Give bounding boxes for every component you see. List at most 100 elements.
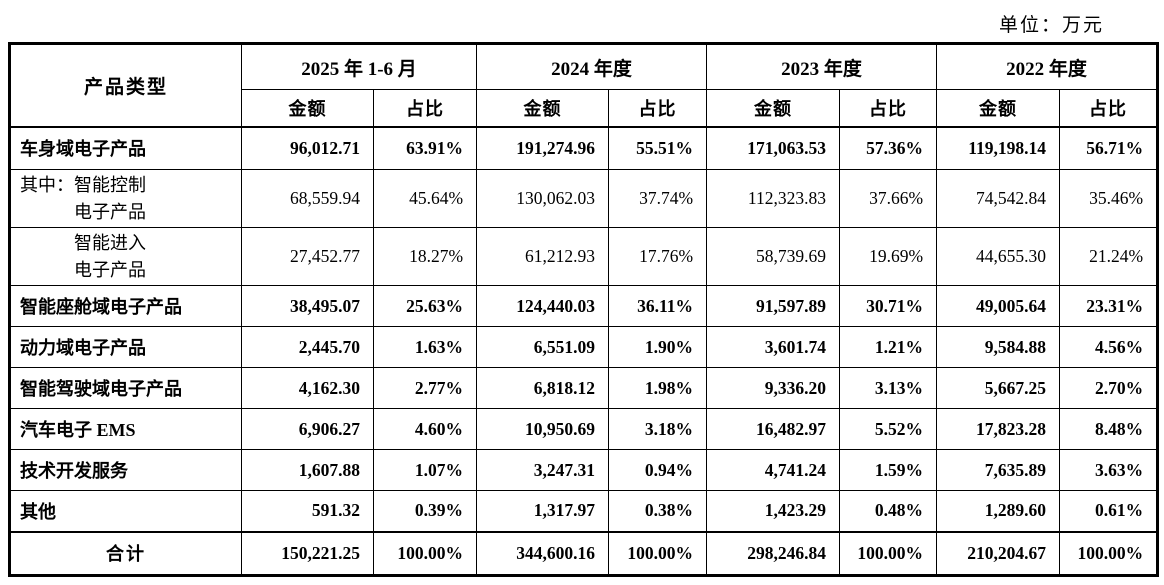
- amount-cell: 7,635.89: [936, 449, 1061, 491]
- amount-cell: 1,289.60: [936, 490, 1061, 532]
- product-name-cell: 智能进入 电子产品: [9, 227, 242, 286]
- amount-cell: 9,336.20: [706, 367, 841, 409]
- table-row: 智能座舱域电子产品 38,495.07 25.63% 124,440.03 36.11%…: [9, 285, 1159, 327]
- amount-cell: 210,204.67: [936, 530, 1061, 576]
- amount-cell: 96,012.71: [241, 125, 374, 170]
- ratio-cell: 0.48%: [839, 490, 938, 532]
- amount-cell: 61,212.93: [476, 227, 610, 286]
- ratio-cell: 4.56%: [1059, 326, 1159, 368]
- table-row: 其他 591.32 0.39% 1,317.97 0.38% 1,423.29 0.48% 1…: [9, 490, 1159, 532]
- product-name-cell: 其中： 智能控制 电子产品: [9, 169, 242, 228]
- amount-cell: 4,741.24: [706, 449, 841, 491]
- ratio-cell: 100.00%: [608, 530, 708, 576]
- ratio-cell: 3.18%: [608, 408, 708, 450]
- table-row: 汽车电子 EMS 6,906.27 4.60% 10,950.69 3.18% 16,48…: [9, 408, 1159, 450]
- table-row: 智能驾驶域电子产品 4,162.30 2.77% 6,818.12 1.98% 9,336…: [9, 367, 1159, 409]
- amount-cell: 591.32: [241, 490, 374, 532]
- ratio-cell: 23.31%: [1059, 285, 1159, 327]
- amount-cell: 44,655.30: [936, 227, 1061, 286]
- ratio-header: 占比: [372, 89, 478, 127]
- table-row: 技术开发服务 1,607.88 1.07% 3,247.31 0.94% 4,741.24…: [9, 449, 1159, 491]
- amount-cell: 191,274.96: [476, 125, 610, 170]
- ratio-cell: 1.63%: [372, 326, 478, 368]
- ratio-cell: 56.71%: [1059, 125, 1159, 170]
- period-header-2023: 2023 年度: [706, 43, 938, 90]
- ratio-cell: 37.66%: [839, 169, 938, 228]
- product-name-cell: 动力域电子产品: [9, 326, 242, 368]
- ratio-cell: 63.91%: [372, 125, 478, 170]
- ratio-cell: 1.98%: [608, 367, 708, 409]
- amount-cell: 9,584.88: [936, 326, 1061, 368]
- amount-header: 金额: [936, 89, 1061, 127]
- ratio-cell: 0.38%: [608, 490, 708, 532]
- table-row: 其中： 智能控制 电子产品 68,559.94 45.64% 130,062.03 37.7…: [9, 169, 1159, 228]
- product-name-cell: 智能座舱域电子产品: [9, 285, 242, 327]
- product-name-cell: 智能驾驶域电子产品: [9, 367, 242, 409]
- amount-cell: 6,906.27: [241, 408, 374, 450]
- table-row: 智能进入 电子产品 27,452.77 18.27% 61,212.93 17.76% 58…: [9, 227, 1159, 286]
- ratio-header: 占比: [1059, 89, 1159, 127]
- ratio-cell: 3.13%: [839, 367, 938, 409]
- ratio-cell: 55.51%: [608, 125, 708, 170]
- ratio-cell: 3.63%: [1059, 449, 1159, 491]
- table-body: 车身域电子产品 96,012.71 63.91% 191,274.96 55.51% 17…: [9, 125, 1159, 576]
- ratio-cell: 45.64%: [372, 169, 478, 228]
- amount-header: 金额: [476, 89, 610, 127]
- amount-cell: 1,423.29: [706, 490, 841, 532]
- amount-cell: 27,452.77: [241, 227, 374, 286]
- product-name-lines: 智能控制 电子产品: [74, 175, 146, 222]
- amount-cell: 2,445.70: [241, 326, 374, 368]
- ratio-cell: 17.76%: [608, 227, 708, 286]
- amount-cell: 3,601.74: [706, 326, 841, 368]
- ratio-cell: 21.24%: [1059, 227, 1159, 286]
- ratio-cell: 1.90%: [608, 326, 708, 368]
- ratio-header: 占比: [608, 89, 708, 127]
- ratio-cell: 1.21%: [839, 326, 938, 368]
- amount-cell: 6,551.09: [476, 326, 610, 368]
- amount-cell: 4,162.30: [241, 367, 374, 409]
- amount-cell: 298,246.84: [706, 530, 841, 576]
- ratio-cell: 0.94%: [608, 449, 708, 491]
- period-header-2024: 2024 年度: [476, 43, 708, 90]
- amount-cell: 150,221.25: [241, 530, 374, 576]
- product-name-cell: 汽车电子 EMS: [9, 408, 242, 450]
- ratio-cell: 8.48%: [1059, 408, 1159, 450]
- amount-cell: 6,818.12: [476, 367, 610, 409]
- amount-cell: 5,667.25: [936, 367, 1061, 409]
- amount-cell: 124,440.03: [476, 285, 610, 327]
- ratio-cell: 19.69%: [839, 227, 938, 286]
- revenue-table: 产品类型 2025 年 1-6 月 2024 年度 2023 年度 2022 年…: [8, 42, 1160, 577]
- period-header-row: 产品类型 2025 年 1-6 月 2024 年度 2023 年度 2022 年…: [9, 43, 1159, 127]
- amount-cell: 16,482.97: [706, 408, 841, 450]
- ratio-cell: 36.11%: [608, 285, 708, 327]
- product-name-cell: 车身域电子产品: [9, 125, 242, 170]
- product-name-cell: 其他: [9, 490, 242, 532]
- ratio-cell: 1.07%: [372, 449, 478, 491]
- ratio-cell: 25.63%: [372, 285, 478, 327]
- amount-cell: 3,247.31: [476, 449, 610, 491]
- amount-cell: 38,495.07: [241, 285, 374, 327]
- amount-cell: 1,317.97: [476, 490, 610, 532]
- amount-header: 金额: [241, 89, 374, 127]
- ratio-cell: 35.46%: [1059, 169, 1159, 228]
- amount-cell: 130,062.03: [476, 169, 610, 228]
- measure-header-row: 金额 占比 金额 占比 金额 占比 金额 占比: [10, 89, 1159, 127]
- ratio-cell: 0.61%: [1059, 490, 1159, 532]
- table-row: 车身域电子产品 96,012.71 63.91% 191,274.96 55.51% 17…: [9, 125, 1159, 170]
- product-name-lines: 智能进入 电子产品: [74, 233, 146, 280]
- ratio-cell: 100.00%: [1059, 530, 1159, 576]
- product-name-cell: 技术开发服务: [9, 449, 242, 491]
- amount-cell: 17,823.28: [936, 408, 1061, 450]
- ratio-cell: 5.52%: [839, 408, 938, 450]
- ratio-cell: 2.70%: [1059, 367, 1159, 409]
- amount-cell: 58,739.69: [706, 227, 841, 286]
- ratio-cell: 0.39%: [372, 490, 478, 532]
- period-header-2025: 2025 年 1-6 月: [240, 43, 478, 90]
- ratio-cell: 1.59%: [839, 449, 938, 491]
- amount-cell: 68,559.94: [241, 169, 374, 228]
- ratio-cell: 100.00%: [839, 530, 938, 576]
- amount-cell: 49,005.64: [936, 285, 1061, 327]
- product-type-header: 产品类型: [9, 43, 242, 127]
- product-name-cell: 合计: [9, 530, 242, 576]
